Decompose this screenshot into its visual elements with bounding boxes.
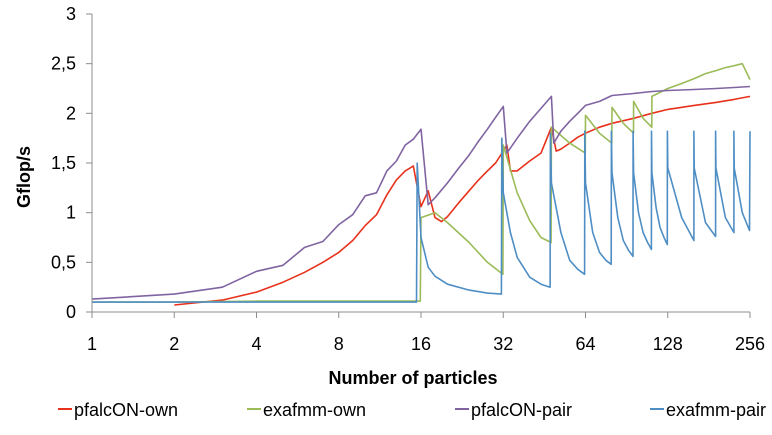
y-tick-label: 3 [66, 4, 76, 24]
y-tick-label: 0 [66, 302, 76, 322]
plot-area [91, 62, 751, 306]
x-tick-label: 1 [87, 334, 97, 354]
x-axis-title: Number of particles [328, 368, 497, 388]
series-line-exafmm-pair [92, 130, 751, 303]
y-tick-label: 0,5 [51, 252, 76, 272]
y-tick-label: 2,5 [51, 54, 76, 74]
x-tick-label: 128 [653, 334, 683, 354]
x-tick-label: 16 [411, 334, 431, 354]
y-tick-label: 2 [66, 103, 76, 123]
y-tick-label: 1 [66, 203, 76, 223]
series-line-pfalcON-pair [91, 85, 751, 300]
legend: pfalcON-own exafmm-own pfalcON-pair exafmm-… [58, 400, 766, 420]
y-tick-label: 1,5 [51, 153, 76, 173]
x-tick-label: 256 [735, 334, 765, 354]
y-axis-title: Gflop/s [14, 146, 34, 208]
legend-label: exafmm-pair [666, 400, 766, 420]
y-axis-ticks: 0 0,5 1 1,5 2 2,5 3 [51, 4, 92, 322]
x-tick-label: 4 [251, 334, 261, 354]
legend-label: exafmm-own [263, 400, 366, 420]
x-tick-label: 8 [334, 334, 344, 354]
x-tick-label: 32 [493, 334, 513, 354]
x-tick-label: 2 [169, 334, 179, 354]
x-tick-label: 64 [575, 334, 595, 354]
x-axis-ticks: 1 2 4 8 16 32 64 128 256 [87, 312, 765, 354]
series-line-pfalcON-own [174, 95, 751, 306]
legend-label: pfalcON-pair [471, 400, 572, 420]
legend-label: pfalcON-own [74, 400, 178, 420]
